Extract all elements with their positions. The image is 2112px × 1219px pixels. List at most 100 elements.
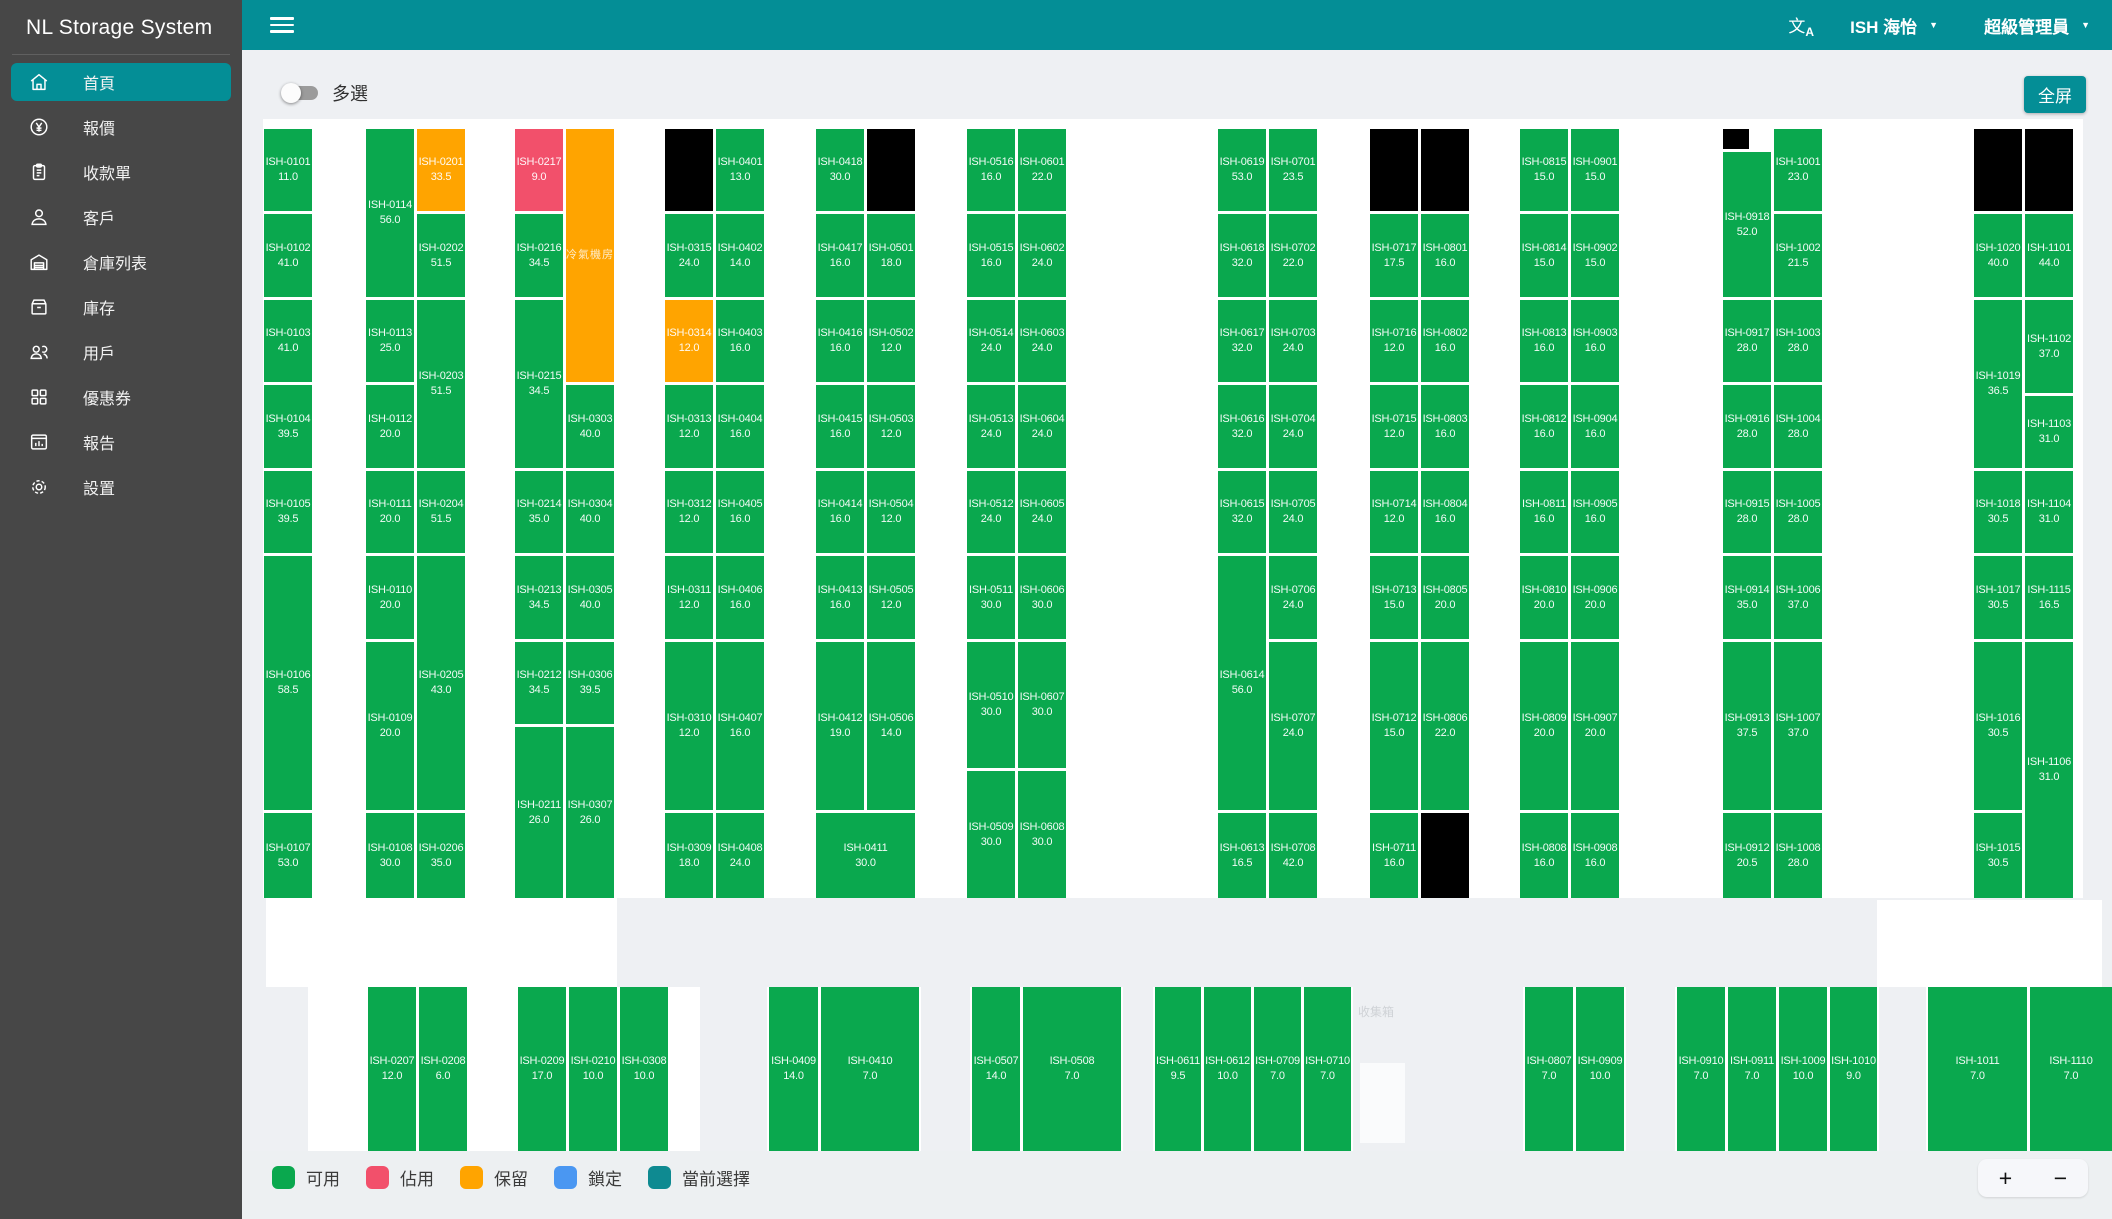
storage-unit-ISH-0215[interactable]: ISH-0215 34.5 [515,300,563,468]
storage-unit-ISH-0810[interactable]: ISH-0810 20.0 [1520,556,1568,639]
storage-unit-ISH-0803[interactable]: ISH-0803 16.0 [1421,385,1469,468]
storage-unit-ISH-0608[interactable]: ISH-0608 30.0 [1018,771,1066,898]
storage-unit-ISH-0307[interactable]: ISH-0307 26.0 [566,727,614,898]
storage-unit-ISH-1006[interactable]: ISH-1006 37.0 [1774,556,1822,639]
storage-unit-ISH-0715[interactable]: ISH-0715 12.0 [1370,385,1418,468]
storage-unit-ISH-0602[interactable]: ISH-0602 24.0 [1018,214,1066,297]
sidebar-item-quote[interactable]: 報價 [11,108,231,146]
storage-unit-ISH-1008[interactable]: ISH-1008 28.0 [1774,813,1822,898]
storage-unit-ISH-1010[interactable]: ISH-1010 9.0 [1830,987,1877,1151]
storage-unit-ISH-0113[interactable]: ISH-0113 25.0 [366,300,414,382]
storage-unit-ISH-0416[interactable]: ISH-0416 16.0 [816,300,864,382]
storage-unit-ISH-0801[interactable]: ISH-0801 16.0 [1421,214,1469,297]
storage-unit-ISH-0703[interactable]: ISH-0703 24.0 [1269,300,1317,382]
storage-unit-ISH-0611[interactable]: ISH-0611 9.5 [1155,987,1201,1151]
storage-unit-ISH-1016[interactable]: ISH-1016 30.5 [1974,642,2022,810]
storage-unit-ISH-0105[interactable]: ISH-0105 39.5 [264,471,312,553]
fullscreen-button[interactable]: 全屏 [2024,76,2086,113]
storage-unit-ISH-0414[interactable]: ISH-0414 16.0 [816,471,864,553]
storage-unit-ISH-1104[interactable]: ISH-1104 31.0 [2025,471,2073,553]
storage-unit-ISH-0205[interactable]: ISH-0205 43.0 [417,556,465,810]
storage-unit-ISH-0505[interactable]: ISH-0505 12.0 [867,556,915,639]
storage-unit-ISH-0312[interactable]: ISH-0312 12.0 [665,471,713,553]
sidebar-item-receipt[interactable]: 收款單 [11,153,231,191]
storage-unit-ISH-0110[interactable]: ISH-0110 20.0 [366,556,414,639]
storage-unit-ISH-0808[interactable]: ISH-0808 16.0 [1520,813,1568,898]
storage-unit-ISH-0905[interactable]: ISH-0905 16.0 [1571,471,1619,553]
storage-unit-ISH-0902[interactable]: ISH-0902 15.0 [1571,214,1619,297]
storage-unit-ISH-0102[interactable]: ISH-0102 41.0 [264,214,312,297]
storage-unit-ISH-1102[interactable]: ISH-1102 37.0 [2025,300,2073,393]
storage-unit-ISH-0412[interactable]: ISH-0412 19.0 [816,642,864,810]
storage-unit-ISH-0712[interactable]: ISH-0712 15.0 [1370,642,1418,810]
storage-unit-ISH-1106[interactable]: ISH-1106 31.0 [2025,642,2073,898]
menu-icon[interactable] [270,17,294,33]
storage-unit-ISH-0204[interactable]: ISH-0204 51.5 [417,471,465,553]
storage-unit-ISH-0510[interactable]: ISH-0510 30.0 [967,642,1015,768]
storage-unit-ISH-0605[interactable]: ISH-0605 24.0 [1018,471,1066,553]
storage-unit-ISH-0103[interactable]: ISH-0103 41.0 [264,300,312,382]
storage-unit-ISH-0807[interactable]: ISH-0807 7.0 [1525,987,1573,1151]
storage-unit-ISH-0912[interactable]: ISH-0912 20.5 [1723,813,1771,898]
storage-unit-ISH-0314[interactable]: ISH-0314 12.0 [665,300,713,382]
storage-unit-ISH-1011[interactable]: ISH-1011 7.0 [1928,987,2027,1151]
storage-unit-ISH-0403[interactable]: ISH-0403 16.0 [716,300,764,382]
storage-unit-ISH-0207[interactable]: ISH-0207 12.0 [368,987,416,1151]
storage-unit-ISH-0111[interactable]: ISH-0111 20.0 [366,471,414,553]
sidebar-item-customer[interactable]: 客戶 [11,198,231,236]
storage-unit-ISH-0603[interactable]: ISH-0603 24.0 [1018,300,1066,382]
storage-unit-ISH-0702[interactable]: ISH-0702 22.0 [1269,214,1317,297]
storage-unit-ISH-0617[interactable]: ISH-0617 32.0 [1218,300,1266,382]
storage-unit-ISH-0411[interactable]: ISH-0411 30.0 [816,813,915,898]
sidebar-item-report[interactable]: 報告 [11,423,231,461]
storage-unit-ISH-0513[interactable]: ISH-0513 24.0 [967,385,1015,468]
storage-unit-ISH-0313[interactable]: ISH-0313 12.0 [665,385,713,468]
storage-unit-ISH-0101[interactable]: ISH-0101 11.0 [264,129,312,211]
sidebar-item-users[interactable]: 用戶 [11,333,231,371]
storage-unit-ISH-0515[interactable]: ISH-0515 16.0 [967,214,1015,297]
storage-unit-ISH-0711[interactable]: ISH-0711 16.0 [1370,813,1418,898]
storage-unit-ISH-0315[interactable]: ISH-0315 24.0 [665,214,713,297]
storage-unit-ISH-0917[interactable]: ISH-0917 28.0 [1723,300,1771,382]
storage-unit-ISH-1020[interactable]: ISH-1020 40.0 [1974,214,2022,297]
storage-unit-ISH-0308[interactable]: ISH-0308 10.0 [620,987,668,1151]
storage-unit-ISH-0910[interactable]: ISH-0910 7.0 [1677,987,1725,1151]
sidebar-item-home[interactable]: 首頁 [11,63,231,101]
storage-unit-ISH-0806[interactable]: ISH-0806 22.0 [1421,642,1469,810]
storage-unit-ISH-0214[interactable]: ISH-0214 35.0 [515,471,563,553]
storage-unit-ISH-0805[interactable]: ISH-0805 20.0 [1421,556,1469,639]
storage-unit-ISH-0701[interactable]: ISH-0701 23.5 [1269,129,1317,211]
storage-unit-ISH-0706[interactable]: ISH-0706 24.0 [1269,556,1317,639]
storage-unit-ISH-0303[interactable]: ISH-0303 40.0 [566,385,614,468]
storage-unit-ISH-0615[interactable]: ISH-0615 32.0 [1218,471,1266,553]
storage-unit-ISH-0607[interactable]: ISH-0607 30.0 [1018,642,1066,768]
storage-unit-ISH-0704[interactable]: ISH-0704 24.0 [1269,385,1317,468]
storage-unit-ISH-0306[interactable]: ISH-0306 39.5 [566,642,614,724]
storage-unit-ISH-0211[interactable]: ISH-0211 26.0 [515,727,563,898]
storage-unit-ISH-0913[interactable]: ISH-0913 37.5 [1723,642,1771,810]
storage-unit-ISH-0717[interactable]: ISH-0717 17.5 [1370,214,1418,297]
storage-unit-ISH-0909[interactable]: ISH-0909 10.0 [1576,987,1624,1151]
storage-unit-ISH-0401[interactable]: ISH-0401 13.0 [716,129,764,211]
storage-unit-ISH-1115[interactable]: ISH-1115 16.5 [2025,556,2073,639]
storage-unit-ISH-0815[interactable]: ISH-0815 15.0 [1520,129,1568,211]
zoom-out-button[interactable]: − [2044,1166,2077,1190]
storage-unit-ISH-0104[interactable]: ISH-0104 39.5 [264,385,312,468]
storage-unit-ISH-0708[interactable]: ISH-0708 42.0 [1269,813,1317,898]
sidebar-item-settings[interactable]: 設置 [11,468,231,506]
storage-unit-ISH-1103[interactable]: ISH-1103 31.0 [2025,396,2073,468]
storage-unit-ISH-0814[interactable]: ISH-0814 15.0 [1520,214,1568,297]
storage-unit-ISH-0501[interactable]: ISH-0501 18.0 [867,214,915,297]
storage-unit-ISH-0210[interactable]: ISH-0210 10.0 [569,987,617,1151]
storage-unit-ISH-0305[interactable]: ISH-0305 40.0 [566,556,614,639]
sidebar-item-coupon[interactable]: 優惠券 [11,378,231,416]
storage-unit-ISH-0208[interactable]: ISH-0208 6.0 [419,987,467,1151]
storage-unit-ISH-0813[interactable]: ISH-0813 16.0 [1520,300,1568,382]
role-selector[interactable]: 超級管理員 ▼ [1984,13,2090,38]
storage-unit-ISH-0619[interactable]: ISH-0619 53.0 [1218,129,1266,211]
storage-unit-ISH-0409[interactable]: ISH-0409 14.0 [769,987,818,1151]
storage-unit-ISH-0506[interactable]: ISH-0506 14.0 [867,642,915,810]
storage-unit-ISH-0201[interactable]: ISH-0201 33.5 [417,129,465,211]
storage-unit-ISH-1110[interactable]: ISH-1110 7.0 [2030,987,2112,1151]
storage-unit-ISH-0618[interactable]: ISH-0618 32.0 [1218,214,1266,297]
